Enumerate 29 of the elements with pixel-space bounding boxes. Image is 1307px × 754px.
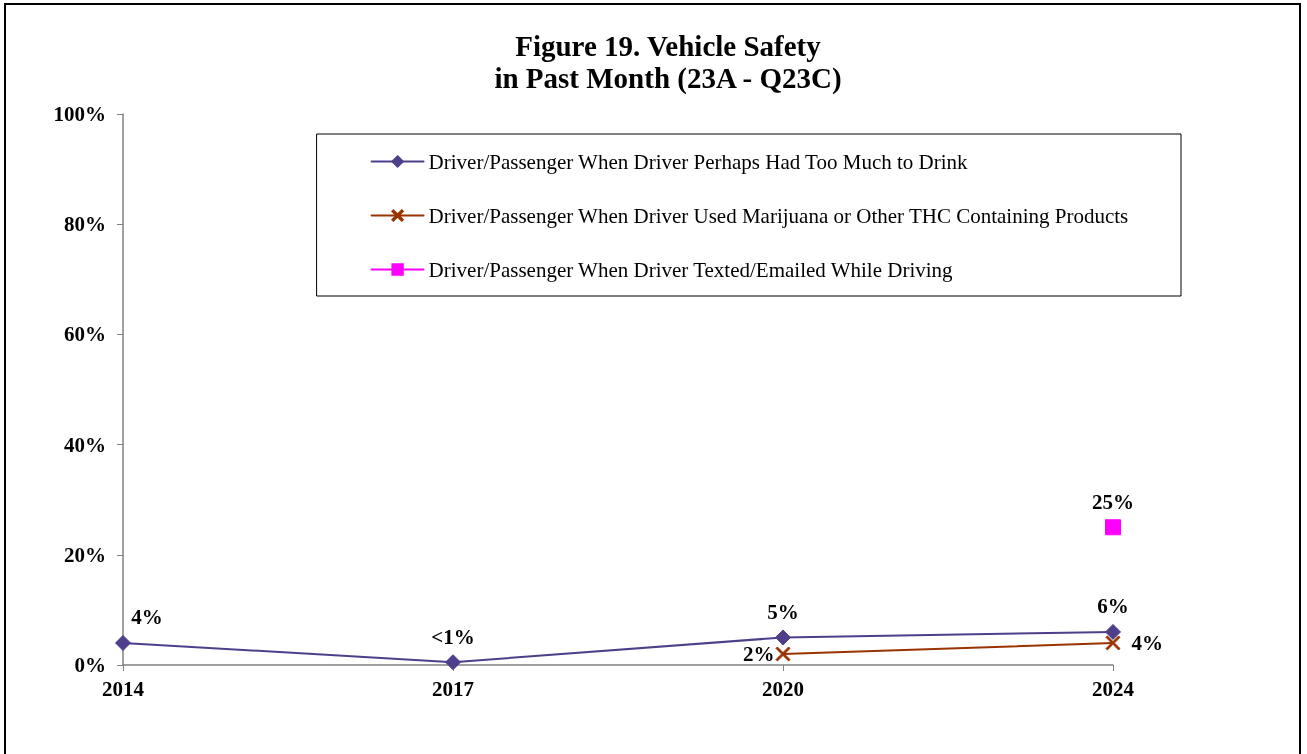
x-tick-label: 2020 xyxy=(762,676,804,701)
point xyxy=(445,654,461,671)
data-label: 4% xyxy=(1131,630,1163,655)
x-tick-label: 2014 xyxy=(102,676,145,701)
x-tick-label: 2024 xyxy=(1092,676,1135,701)
chart-title: Figure 19. Vehicle Safety xyxy=(515,29,822,62)
data-label: 2% xyxy=(743,641,775,666)
y-tick-label: 100% xyxy=(53,102,106,126)
data-label: 5% xyxy=(767,599,799,624)
point xyxy=(1105,623,1121,640)
y-tick-label: 80% xyxy=(64,212,106,237)
data-label: <1% xyxy=(431,624,475,649)
chart-subtitle: in Past Month (23A - Q23C) xyxy=(494,61,842,95)
legend-label: Driver/Passenger When Driver Perhaps Had Too Much to Drink xyxy=(428,149,969,174)
point xyxy=(115,634,131,651)
y-tick-label: 40% xyxy=(64,432,106,457)
legend-label: Driver/Passenger When Driver Texted/Emailed While Driving xyxy=(428,257,954,282)
data-label: 25% xyxy=(1092,489,1134,514)
y-tick-label: 60% xyxy=(64,322,106,347)
data-label: 4% xyxy=(131,605,163,630)
y-tick-label: 0% xyxy=(74,653,106,677)
legend-label: Driver/Passenger When Driver Used Marijuana or Other THC Containing Products xyxy=(428,203,1129,228)
y-tick-label: 20% xyxy=(64,542,106,567)
point xyxy=(775,646,791,662)
x-tick-label: 2017 xyxy=(432,676,474,701)
data-label: 6% xyxy=(1097,594,1129,619)
point xyxy=(1105,635,1121,651)
point xyxy=(1105,519,1121,536)
point xyxy=(775,629,791,646)
